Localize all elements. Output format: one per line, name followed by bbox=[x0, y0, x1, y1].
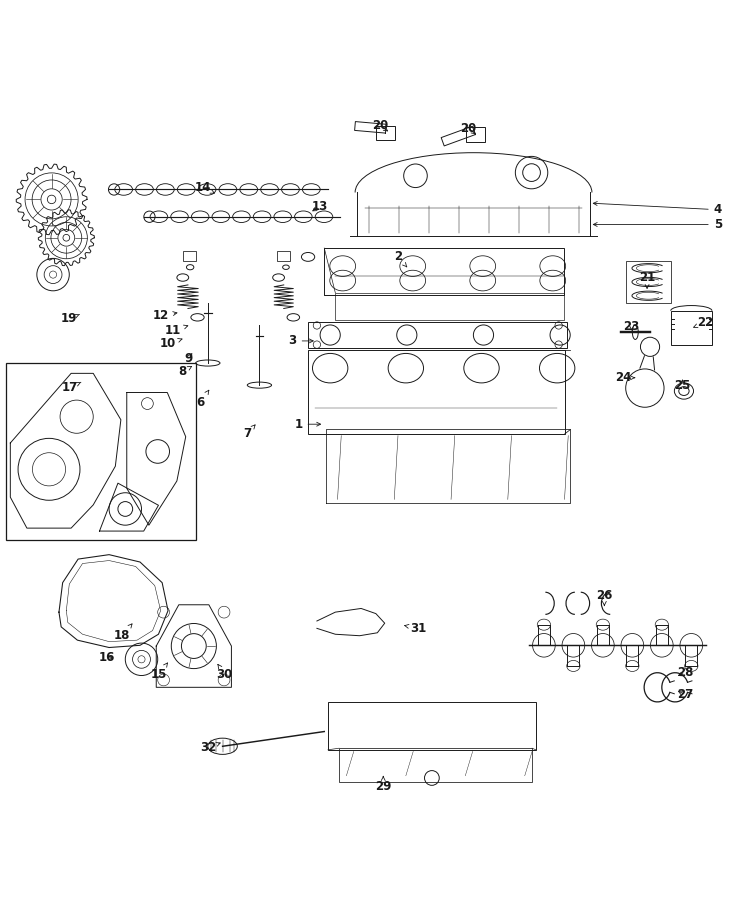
Bar bbox=[308, 322, 567, 348]
Text: 18: 18 bbox=[113, 624, 132, 643]
Bar bbox=[324, 248, 564, 295]
Bar bbox=[328, 702, 536, 750]
Text: 17: 17 bbox=[62, 381, 81, 394]
Text: 20: 20 bbox=[461, 122, 477, 135]
Text: 8: 8 bbox=[178, 365, 192, 378]
Text: 16: 16 bbox=[99, 652, 115, 664]
Text: 24: 24 bbox=[615, 372, 635, 384]
Text: 5: 5 bbox=[593, 218, 722, 231]
Text: 29: 29 bbox=[375, 777, 391, 793]
Bar bbox=[277, 251, 290, 261]
Bar bbox=[466, 127, 485, 142]
Text: 25: 25 bbox=[674, 379, 691, 392]
Text: 12: 12 bbox=[153, 310, 177, 322]
Bar bbox=[183, 251, 196, 261]
Text: 30: 30 bbox=[217, 664, 233, 680]
Text: 3: 3 bbox=[288, 335, 313, 347]
Text: 20: 20 bbox=[372, 119, 388, 132]
Text: 2: 2 bbox=[394, 250, 407, 267]
Text: 4: 4 bbox=[593, 202, 722, 216]
Bar bbox=[335, 292, 564, 320]
Text: 22: 22 bbox=[694, 316, 713, 329]
Text: 13: 13 bbox=[312, 201, 328, 213]
Bar bbox=[626, 261, 671, 302]
Text: 11: 11 bbox=[165, 324, 188, 338]
Text: 32: 32 bbox=[200, 742, 220, 754]
Bar bbox=[308, 350, 565, 434]
Text: 7: 7 bbox=[243, 425, 255, 439]
Text: 31: 31 bbox=[405, 622, 427, 634]
Text: 15: 15 bbox=[150, 663, 167, 681]
Text: 14: 14 bbox=[195, 181, 214, 194]
Text: 26: 26 bbox=[596, 590, 612, 606]
Text: 23: 23 bbox=[624, 320, 640, 333]
Text: 10: 10 bbox=[160, 338, 182, 350]
Text: 27: 27 bbox=[677, 688, 694, 701]
Bar bbox=[376, 126, 395, 140]
Text: 21: 21 bbox=[639, 271, 655, 288]
Text: 9: 9 bbox=[184, 352, 193, 365]
Text: 6: 6 bbox=[196, 391, 209, 409]
Bar bbox=[339, 748, 532, 781]
Text: 28: 28 bbox=[677, 666, 694, 680]
Text: 1: 1 bbox=[294, 418, 321, 431]
Bar bbox=[671, 310, 712, 345]
Text: 19: 19 bbox=[60, 312, 80, 325]
Bar bbox=[6, 363, 196, 540]
